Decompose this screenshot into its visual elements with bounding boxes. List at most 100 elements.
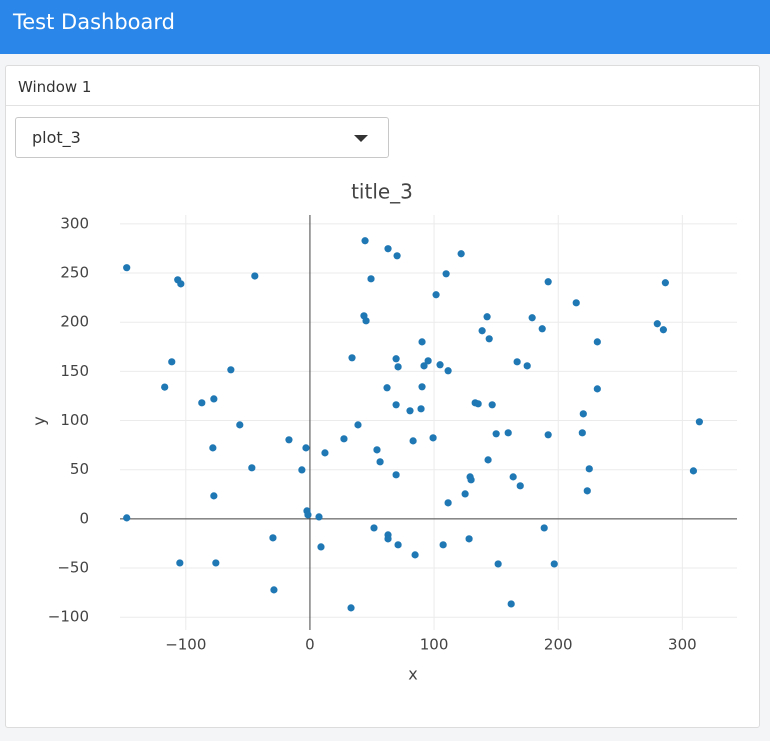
scatter-point [376, 458, 384, 466]
header-title: Test Dashboard [13, 10, 175, 34]
scatter-point [212, 559, 220, 567]
scatter-point [507, 600, 515, 608]
scatter-point [474, 400, 482, 408]
y-axis-label: y [30, 416, 49, 425]
x-tick-label: −100 [165, 636, 206, 654]
scatter-point [488, 401, 496, 409]
scatter-point [572, 299, 580, 307]
scatter-point [538, 325, 546, 333]
scatter-point [436, 361, 444, 369]
scatter-point [269, 534, 277, 542]
window-title: Window 1 [18, 78, 92, 96]
scatter-point [298, 466, 306, 474]
scatter-point [585, 465, 593, 473]
separator [6, 105, 759, 106]
scatter-point [270, 586, 278, 594]
scatter-point [484, 456, 492, 464]
scatter-point [593, 338, 601, 346]
scatter-point [394, 541, 402, 549]
scatter-point [409, 437, 417, 445]
scatter-point [123, 264, 131, 272]
scatter-point [393, 252, 401, 260]
scatter-point [285, 436, 293, 444]
scatter-point [494, 560, 502, 568]
scatter-point [485, 335, 493, 343]
scatter-point [304, 511, 312, 519]
scatter-point [392, 401, 400, 409]
scatter-point [659, 326, 667, 334]
scatter-point [168, 358, 176, 366]
scatter-point [528, 314, 536, 322]
scatter-point [467, 476, 475, 484]
scatter-point [209, 444, 217, 452]
scatter-point [340, 435, 348, 443]
scatter-point [123, 514, 131, 522]
scatter-point [362, 317, 370, 325]
scatter-point [198, 399, 206, 407]
scatter-point [347, 604, 355, 612]
scatter-point [251, 272, 259, 280]
scatter-point [578, 429, 586, 437]
scatter-point [236, 421, 244, 429]
scatter-point [550, 560, 558, 568]
x-axis-label: x [408, 665, 417, 684]
scatter-point [432, 291, 440, 299]
dropdown-value: plot_3 [32, 128, 81, 147]
scatter-point [394, 363, 402, 371]
scatter-point [492, 430, 500, 438]
scatter-point [544, 431, 552, 439]
scatter-point [439, 541, 447, 549]
y-tick-label: 250 [60, 264, 89, 282]
header: Test Dashboard [0, 0, 770, 54]
dropdown-caret[interactable] [354, 135, 368, 142]
scatter-point [177, 280, 185, 288]
scatter-point [348, 354, 356, 362]
scatter-point [315, 513, 323, 521]
scatter-point [483, 313, 491, 321]
scatter-point [227, 366, 235, 374]
scatter-point [661, 279, 669, 287]
y-tick-label: 100 [60, 411, 89, 429]
plot-dropdown[interactable]: plot_3 [15, 117, 389, 158]
scatter-point [354, 421, 362, 429]
scatter-point [367, 275, 375, 283]
scatter-point [444, 367, 452, 375]
scatter-point [384, 245, 392, 253]
y-tick-label: 200 [60, 313, 89, 331]
scatter-point [248, 464, 256, 472]
scatter-point [465, 535, 473, 543]
scatter-point [411, 551, 419, 559]
scatter-point [579, 410, 587, 418]
scatter-point [361, 237, 369, 245]
scatter-point [442, 270, 450, 278]
scatter-point [392, 355, 400, 363]
scatter-point [321, 449, 329, 457]
scatter-point [540, 524, 548, 532]
scatter-point [429, 434, 437, 442]
scatter-point [424, 357, 432, 365]
scatter-point [509, 473, 517, 481]
scatter-point [210, 395, 218, 403]
scatter-point [523, 362, 531, 370]
scatter-point [689, 467, 698, 475]
scatter-point [420, 362, 428, 370]
scatter-point [504, 429, 512, 437]
scatter-point [653, 320, 661, 328]
scatter-point [516, 482, 524, 490]
x-tick-label: 300 [668, 636, 697, 654]
scatter-point [302, 444, 310, 452]
x-tick-label: 200 [544, 636, 573, 654]
scatter-point [161, 383, 169, 391]
scatter-point [317, 543, 325, 551]
scatter-point [583, 487, 591, 495]
x-tick-label: 0 [305, 636, 315, 654]
scatter-point [593, 385, 601, 393]
scatter-point [513, 358, 521, 366]
scatter-point [392, 471, 400, 479]
x-tick-label: 100 [420, 636, 449, 654]
y-tick-label: 50 [70, 460, 89, 478]
scatter-point [418, 383, 426, 391]
scatter-point [370, 524, 378, 532]
